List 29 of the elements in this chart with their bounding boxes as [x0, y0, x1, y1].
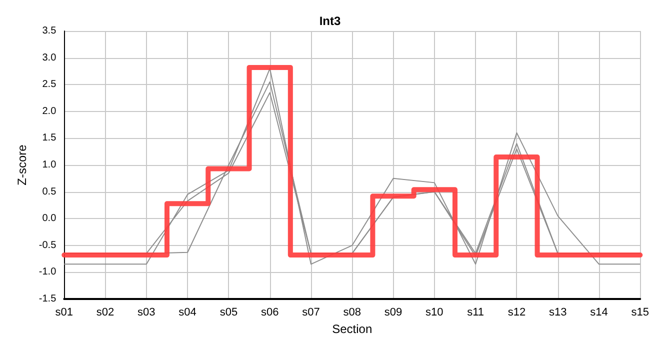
x-tick-label: s10 — [426, 306, 444, 318]
x-tick-label: s13 — [548, 306, 567, 318]
chart-title: Int3 — [319, 14, 341, 28]
y-tick-label: -1.0 — [38, 266, 57, 278]
x-tick-label: s09 — [384, 306, 402, 318]
x-tick-label: s03 — [138, 306, 156, 318]
x-tick-label: s08 — [343, 306, 362, 318]
y-tick-label: -1.5 — [38, 294, 57, 304]
y-axis-title: Z-score — [15, 144, 29, 186]
x-tick-label: s02 — [96, 306, 114, 318]
x-tick-label: s01 — [55, 306, 74, 318]
y-tick-label: 0.0 — [42, 213, 57, 224]
x-tick-label: s05 — [220, 306, 238, 318]
x-axis-title: Section — [332, 322, 372, 336]
x-tick-label: s04 — [178, 306, 196, 318]
y-tick-label: 3.0 — [42, 52, 57, 64]
y-tick-label: 1.0 — [42, 160, 57, 170]
x-tick-label: s06 — [260, 306, 279, 318]
y-tick-label: 3.5 — [42, 26, 57, 36]
y-tick-label: -0.5 — [38, 240, 57, 251]
y-tick-label: 1.5 — [42, 132, 57, 144]
y-tick-label: 2.0 — [42, 106, 57, 117]
x-tick-label: s15 — [631, 306, 650, 318]
x-tick-label: s11 — [467, 306, 484, 318]
x-tick-label: s07 — [302, 306, 320, 318]
x-tick-label: s14 — [590, 306, 608, 318]
y-tick-label: 0.5 — [42, 186, 57, 198]
y-tick-label: 2.5 — [42, 79, 57, 90]
x-tick-label: s12 — [508, 306, 526, 318]
